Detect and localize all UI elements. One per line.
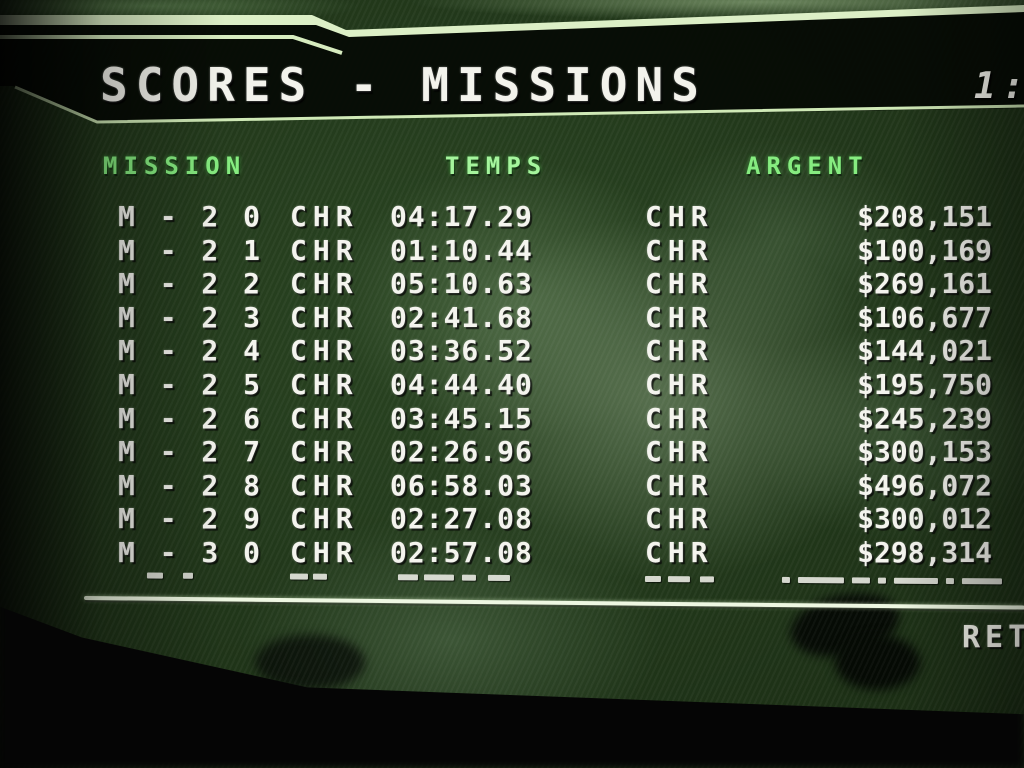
money-record-holder: CHR bbox=[645, 468, 714, 502]
time-record-holder: CHR bbox=[290, 200, 359, 233]
mission-time: 03:45.15 bbox=[390, 401, 533, 435]
mission-time: 03:36.52 bbox=[390, 334, 533, 368]
frame-lower-line bbox=[0, 35, 343, 55]
time-record-holder: CHR bbox=[290, 267, 359, 301]
money-record-holder: CHR bbox=[645, 535, 714, 569]
money-record-holder: CHR bbox=[645, 267, 714, 301]
mission-label: M - 2 3 bbox=[118, 300, 265, 334]
clipped-row-fragment bbox=[797, 577, 844, 584]
time-record-holder: CHR bbox=[290, 401, 359, 435]
mission-time: 04:17.29 bbox=[390, 200, 533, 233]
table-row: M - 2 0 CHR 04:17.29 CHR $208,151 bbox=[80, 200, 992, 234]
clipped-row-fragment bbox=[781, 576, 790, 583]
mission-label: M - 2 6 bbox=[118, 401, 265, 435]
score-rows: M - 2 0 CHR 04:17.29 CHR $208,151 M - 2 … bbox=[80, 200, 992, 570]
clipped-row-fragment bbox=[667, 576, 690, 583]
table-row: M - 3 0 CHR 02:57.08 CHR $298,314 bbox=[80, 536, 992, 570]
time-record-holder: CHR bbox=[290, 233, 359, 267]
money-record-holder: CHR bbox=[645, 300, 714, 334]
table-row: M - 2 7 CHR 02:26.96 CHR $300,153 bbox=[80, 435, 992, 469]
mission-time: 02:41.68 bbox=[390, 300, 533, 334]
time-record-holder: CHR bbox=[290, 502, 359, 536]
clipped-row-fragment bbox=[423, 574, 454, 581]
clipped-row-fragment bbox=[461, 574, 476, 581]
time-record-holder: CHR bbox=[290, 367, 359, 401]
column-header-time: TEMPS bbox=[445, 152, 548, 180]
mission-money: $208,151 bbox=[857, 200, 992, 233]
page-title: SCORES - MISSIONS bbox=[100, 58, 707, 112]
table-headers: MISSION TEMPS ARGENT bbox=[0, 152, 1024, 182]
money-record-holder: CHR bbox=[645, 435, 714, 469]
clipped-row-fragment bbox=[961, 578, 1002, 585]
clipped-row-fragment bbox=[312, 573, 327, 580]
clipped-row-fragment bbox=[893, 577, 938, 584]
mission-label: M - 2 9 bbox=[118, 502, 265, 536]
mission-label: M - 2 5 bbox=[118, 367, 265, 401]
clipped-row-fragment bbox=[146, 572, 163, 579]
mission-money: $144,021 bbox=[857, 334, 992, 368]
frame-step-line bbox=[0, 5, 1024, 37]
mission-time: 02:27.08 bbox=[390, 502, 533, 536]
clipped-row-fragment bbox=[945, 578, 954, 585]
mission-time: 06:58.03 bbox=[390, 468, 533, 502]
time-record-holder: CHR bbox=[290, 435, 359, 469]
mission-money: $496,072 bbox=[857, 468, 992, 502]
clipped-row-fragment bbox=[397, 574, 418, 581]
clipped-row bbox=[80, 572, 1010, 586]
mission-label: M - 2 0 bbox=[118, 200, 265, 233]
mission-money: $300,153 bbox=[857, 435, 992, 469]
clipped-row-fragment bbox=[877, 577, 886, 584]
table-row: M - 2 2 CHR 05:10.63 CHR $269,161 bbox=[80, 267, 992, 301]
column-header-money: ARGENT bbox=[746, 152, 869, 180]
money-record-holder: CHR bbox=[645, 367, 714, 401]
mission-money: $298,314 bbox=[857, 535, 992, 569]
money-record-holder: CHR bbox=[645, 334, 714, 368]
clipped-row-fragment bbox=[699, 576, 714, 583]
mission-label: M - 2 8 bbox=[118, 468, 265, 502]
mission-money: $100,169 bbox=[857, 233, 992, 267]
mission-time: 02:57.08 bbox=[390, 535, 533, 569]
time-record-holder: CHR bbox=[290, 468, 359, 502]
mission-money: $106,677 bbox=[857, 300, 992, 334]
clipped-row-fragment bbox=[487, 574, 510, 582]
mission-label: M - 2 1 bbox=[118, 233, 265, 267]
mission-time: 01:10.44 bbox=[390, 233, 533, 267]
table-row: M - 2 8 CHR 06:58.03 CHR $496,072 bbox=[80, 469, 992, 503]
mission-label: M - 2 2 bbox=[118, 267, 265, 301]
table-row: M - 2 9 CHR 02:27.08 CHR $300,012 bbox=[80, 502, 992, 536]
time-record-holder: CHR bbox=[290, 300, 359, 334]
table-row: M - 2 1 CHR 01:10.44 CHR $100,169 bbox=[80, 234, 992, 268]
mission-money: $300,012 bbox=[857, 502, 992, 536]
money-record-holder: CHR bbox=[645, 233, 714, 267]
clipped-row-fragment bbox=[644, 575, 661, 583]
mission-label: M - 3 0 bbox=[118, 535, 265, 569]
mission-time: 05:10.63 bbox=[390, 267, 533, 301]
money-record-holder: CHR bbox=[645, 502, 714, 536]
mission-time: 02:26.96 bbox=[390, 435, 533, 469]
mission-label: M - 2 4 bbox=[118, 334, 265, 368]
clipped-row-fragment bbox=[851, 577, 870, 584]
table-row: M - 2 6 CHR 03:45.15 CHR $245,239 bbox=[80, 402, 992, 436]
mission-money: $269,161 bbox=[857, 267, 992, 301]
mission-label: M - 2 7 bbox=[118, 435, 265, 469]
page-indicator: 1: bbox=[974, 66, 1024, 107]
money-record-holder: CHR bbox=[645, 200, 714, 233]
table-row: M - 2 4 CHR 03:36.52 CHR $144,021 bbox=[80, 334, 992, 368]
back-button[interactable]: RET bbox=[962, 620, 1024, 655]
clipped-row-fragment bbox=[182, 572, 193, 579]
table-row: M - 2 3 CHR 02:41.68 CHR $106,677 bbox=[80, 301, 992, 335]
money-record-holder: CHR bbox=[645, 401, 714, 435]
time-record-holder: CHR bbox=[290, 535, 359, 569]
column-header-mission: MISSION bbox=[103, 152, 247, 180]
time-record-holder: CHR bbox=[290, 334, 359, 368]
map-dark-blob bbox=[835, 635, 920, 690]
mission-time: 04:44.40 bbox=[390, 367, 533, 401]
mission-money: $245,239 bbox=[857, 401, 992, 435]
clipped-row-fragment bbox=[289, 573, 308, 580]
mission-money: $195,750 bbox=[857, 367, 992, 401]
table-row: M - 2 5 CHR 04:44.40 CHR $195,750 bbox=[80, 368, 992, 402]
